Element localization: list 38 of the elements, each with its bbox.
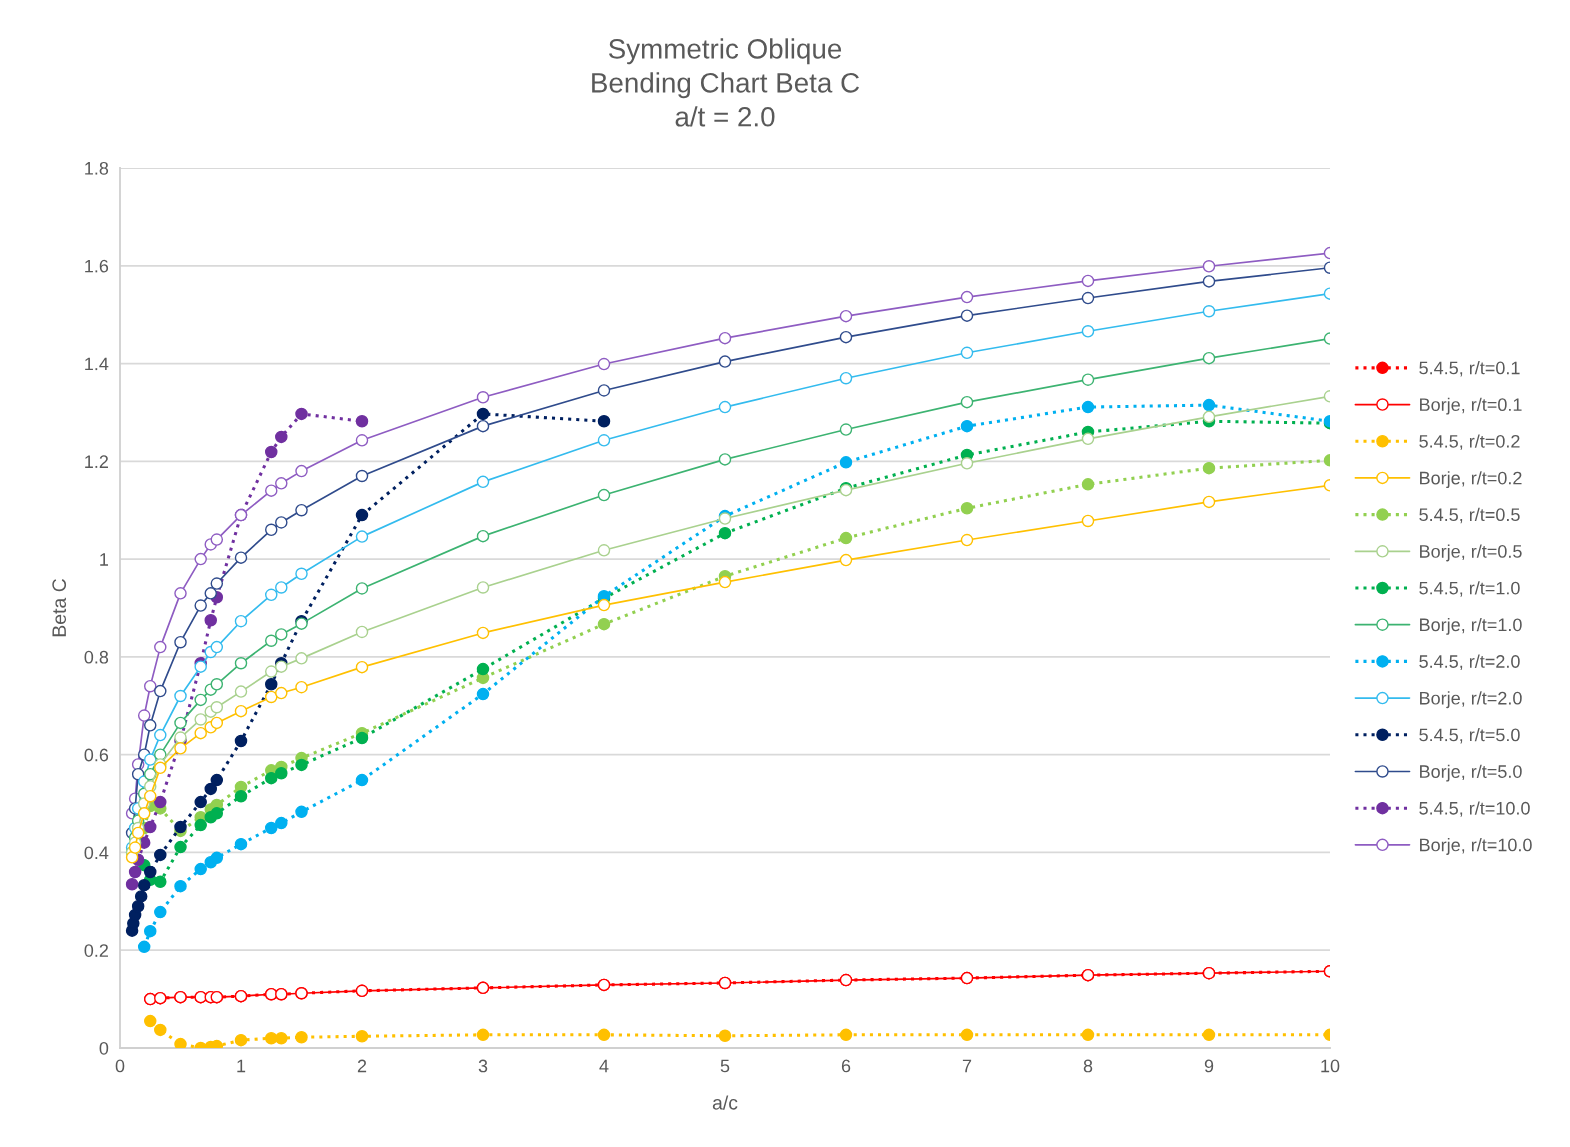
x-tick-label: 4 [599,1059,609,1073]
legend-label: 5.4.5, r/t=2.0 [1419,654,1520,671]
legend-label: 5.4.5, r/t=0.5 [1419,507,1520,524]
x-tick-label: 9 [1204,1059,1214,1073]
legend-label: Borje, r/t=2.0 [1420,691,1522,709]
legend-label: 5.4.5, r/t=10.0 [1419,801,1530,817]
x-tick-label: 10 [1321,1059,1340,1073]
y-tick-label: 0.4 [84,846,109,860]
chart-title: Symmetric Oblique Bending Chart Beta C a/t = 2.0 [592,38,860,127]
x-tick-label: 5 [720,1059,730,1073]
y-tick-label: 1 [100,553,109,566]
legend-label: Borje, r/t=10.0 [1420,838,1532,855]
x-tick-label: 8 [1083,1059,1093,1073]
legend-label: Borje, r/t=0.2 [1420,471,1522,488]
x-tick-label: 0 [115,1059,125,1073]
legend-label: 5.4.5, r/t=0.1 [1419,361,1520,377]
x-tick-label: 3 [478,1059,488,1073]
x-axis-title: a/c [712,1095,738,1110]
legend-label: Borje, r/t=0.5 [1420,544,1522,562]
legend-label: Borje, r/t=0.1 [1420,397,1522,415]
x-tick-label: 1 [237,1059,246,1073]
y-tick-label: 1.4 [85,357,109,371]
y-tick-label: 0.8 [84,650,109,664]
legend-label: 5.4.5, r/t=0.2 [1419,434,1520,450]
y-tick-label: 1.6 [85,259,109,273]
y-tick-label: 0 [99,1041,109,1055]
y-tick-label: 0.2 [84,944,108,957]
y-tick-label: 1.8 [85,161,109,175]
x-tick-label: 7 [962,1059,972,1073]
legend-label: Borje, r/t=1.0 [1420,617,1522,635]
x-tick-label: 6 [841,1059,851,1073]
y-axis-title: Beta C [52,579,67,637]
legend-label: Borje, r/t=5.0 [1420,764,1522,782]
x-tick-label: 2 [357,1059,367,1073]
legend-label: 5.4.5, r/t=5.0 [1419,728,1520,744]
y-tick-label: 1.2 [85,455,108,468]
y-tick-label: 0.6 [84,748,109,762]
legend-label: 5.4.5, r/t=1.0 [1419,581,1520,597]
